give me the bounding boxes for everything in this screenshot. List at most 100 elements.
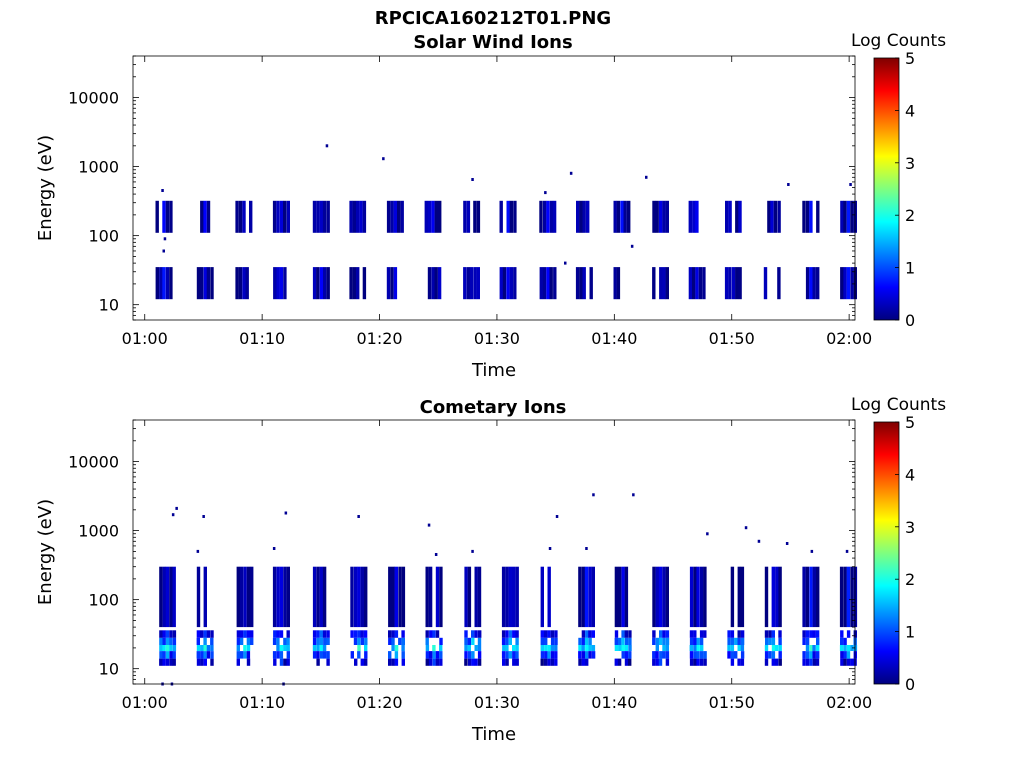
colorbar-tick-label: 4 bbox=[905, 101, 915, 120]
data-cell bbox=[272, 637, 277, 645]
data-cell bbox=[512, 645, 516, 651]
data-cell bbox=[425, 566, 429, 628]
data-cell bbox=[734, 651, 738, 659]
data-cell bbox=[728, 200, 732, 233]
data-cell bbox=[740, 658, 745, 666]
data-cell bbox=[388, 637, 392, 645]
data-cell bbox=[591, 566, 595, 628]
data-cell bbox=[238, 267, 243, 300]
data-point bbox=[592, 493, 595, 497]
y-tick-label: 1000 bbox=[78, 522, 119, 541]
data-cell bbox=[539, 200, 543, 233]
x-tick-label: 01:30 bbox=[474, 693, 520, 712]
data-cell bbox=[390, 200, 394, 233]
data-cell bbox=[467, 651, 472, 659]
data-cell bbox=[655, 645, 659, 651]
data-cell bbox=[665, 267, 669, 300]
colorbar-tick-label: 1 bbox=[905, 623, 915, 642]
data-cell bbox=[239, 637, 244, 645]
data-cell bbox=[279, 566, 284, 628]
data-cell bbox=[357, 637, 361, 645]
data-cell bbox=[689, 637, 694, 645]
data-cell bbox=[165, 651, 170, 659]
data-cell bbox=[279, 658, 284, 666]
data-cell bbox=[585, 645, 589, 651]
data-cell bbox=[540, 651, 545, 659]
data-cell bbox=[623, 200, 627, 233]
data-cell bbox=[312, 566, 317, 628]
data-cell bbox=[693, 630, 697, 638]
data-cell bbox=[771, 566, 775, 628]
data-cell bbox=[471, 630, 475, 638]
data-cell bbox=[693, 566, 697, 628]
data-cell bbox=[464, 651, 468, 659]
data-cell bbox=[689, 645, 693, 651]
data-cell bbox=[840, 637, 844, 645]
data-cell bbox=[693, 651, 697, 659]
data-cell bbox=[276, 200, 280, 233]
data-cell bbox=[236, 637, 241, 645]
data-cell bbox=[357, 630, 361, 638]
data-cell bbox=[771, 651, 776, 659]
data-cell bbox=[547, 566, 551, 628]
data-cell bbox=[618, 566, 622, 628]
data-cell bbox=[471, 651, 475, 659]
data-cell bbox=[585, 658, 589, 666]
data-cell bbox=[802, 651, 806, 659]
data-cell bbox=[353, 566, 358, 628]
data-cell bbox=[618, 637, 622, 645]
data-cell bbox=[169, 658, 173, 666]
data-cell bbox=[424, 200, 428, 233]
data-cell bbox=[203, 630, 207, 638]
data-cell bbox=[352, 200, 356, 233]
data-cell bbox=[169, 267, 173, 300]
data-cell bbox=[196, 566, 201, 628]
data-cell bbox=[474, 645, 478, 651]
data-cell bbox=[464, 645, 468, 651]
data-cell bbox=[427, 267, 432, 300]
data-cell bbox=[727, 630, 731, 638]
data-cell bbox=[588, 637, 592, 645]
data-cell bbox=[840, 658, 844, 666]
data-cell bbox=[243, 566, 247, 628]
data-cell bbox=[169, 630, 173, 638]
data-cell bbox=[540, 630, 544, 638]
data-cell bbox=[169, 651, 173, 659]
data-cell bbox=[778, 658, 782, 666]
data-cell bbox=[505, 630, 509, 638]
data-cell bbox=[550, 637, 555, 645]
data-cell bbox=[276, 651, 280, 659]
data-cell bbox=[816, 645, 820, 651]
data-cell bbox=[550, 630, 555, 638]
data-cell bbox=[652, 200, 656, 233]
data-cell bbox=[236, 651, 240, 659]
data-cell bbox=[628, 645, 632, 651]
data-cell bbox=[196, 637, 200, 645]
data-cell bbox=[578, 566, 582, 628]
data-cell bbox=[812, 630, 816, 638]
data-cell bbox=[474, 658, 478, 666]
data-cell bbox=[812, 645, 816, 651]
data-cell bbox=[652, 267, 656, 300]
data-cell bbox=[312, 630, 317, 638]
data-cell bbox=[554, 637, 558, 645]
data-cell bbox=[730, 658, 735, 666]
data-cell bbox=[319, 637, 323, 645]
data-cell bbox=[740, 630, 745, 638]
data-cell bbox=[286, 566, 290, 628]
data-cell bbox=[588, 630, 592, 638]
data-cell bbox=[771, 658, 775, 666]
data-cell bbox=[286, 645, 290, 651]
data-cell bbox=[206, 645, 211, 651]
data-cell bbox=[425, 637, 429, 645]
data-cell bbox=[283, 645, 287, 651]
data-point bbox=[272, 547, 276, 550]
data-cell bbox=[401, 630, 405, 638]
data-cell bbox=[693, 645, 697, 651]
data-cell bbox=[846, 645, 851, 651]
data-cell bbox=[696, 651, 700, 659]
data-cell bbox=[703, 566, 707, 628]
data-cell bbox=[349, 200, 353, 233]
data-cell bbox=[359, 200, 363, 233]
data-cell bbox=[501, 566, 506, 628]
